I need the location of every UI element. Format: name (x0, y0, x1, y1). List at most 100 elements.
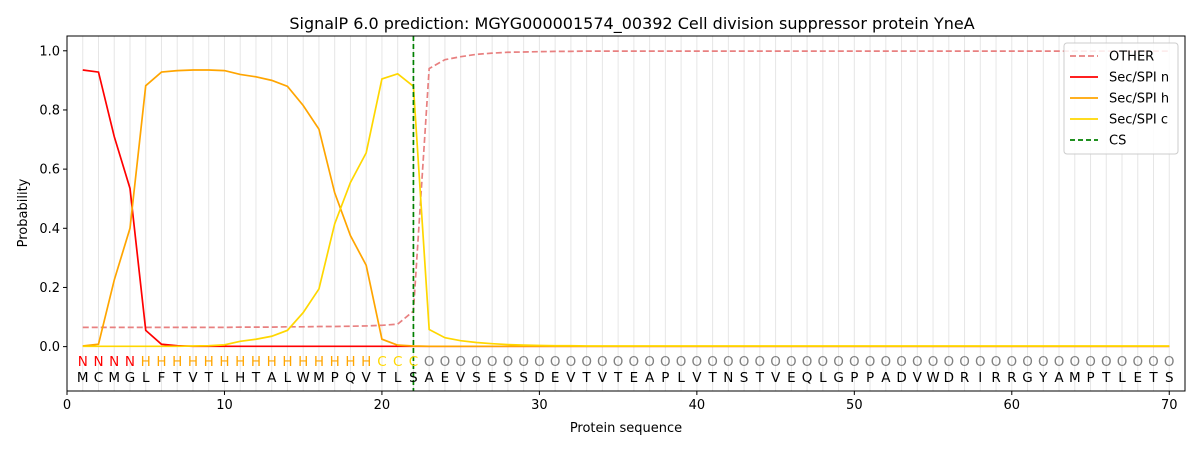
residue-label: A (267, 370, 277, 386)
residue-label: R (960, 370, 969, 386)
region-label: H (345, 354, 355, 370)
residue-label: G (1022, 370, 1032, 386)
region-label: H (314, 354, 324, 370)
region-label: O (644, 354, 655, 370)
region-label: O (550, 354, 561, 370)
region-label: O (455, 354, 466, 370)
residue-label: E (488, 370, 497, 386)
residue-label: V (456, 370, 466, 386)
x-tick-label: 0 (63, 398, 71, 413)
y-axis-label: Probability (16, 178, 31, 247)
residue-label: A (425, 370, 435, 386)
region-label: O (786, 354, 797, 370)
y-axis-ticks: 0.0 0.2 0.4 0.6 0.8 1.0 (39, 44, 67, 355)
residue-label: P (1086, 370, 1094, 386)
region-label: O (1164, 354, 1175, 370)
legend-label: Sec/SPI c (1109, 113, 1168, 128)
region-label: O (692, 354, 703, 370)
region-label: H (172, 354, 182, 370)
region-label: N (109, 354, 119, 370)
residue-label: S (1165, 370, 1174, 386)
residue-label: V (188, 370, 198, 386)
residue-label: V (913, 370, 923, 386)
region-label: O (424, 354, 435, 370)
region-label: O (503, 354, 514, 370)
x-tick-label: 50 (846, 398, 863, 413)
legend-label: Sec/SPI h (1109, 92, 1169, 107)
residue-label: S (472, 370, 481, 386)
residue-label: R (1007, 370, 1016, 386)
grid (82, 36, 1170, 391)
region-label: H (282, 354, 292, 370)
residue-label: H (235, 370, 245, 386)
residue-label: P (850, 370, 858, 386)
residue-label: T (613, 370, 623, 386)
residue-label: G (833, 370, 843, 386)
region-label: O (755, 354, 766, 370)
region-label: O (597, 354, 608, 370)
region-label: H (251, 354, 261, 370)
legend-label: CS (1109, 134, 1126, 149)
y-tick-label: 0.0 (39, 340, 60, 355)
region-label: H (235, 354, 245, 370)
residue-label: V (598, 370, 608, 386)
region-label: H (156, 354, 166, 370)
x-tick-label: 60 (1004, 398, 1021, 413)
region-label: O (534, 354, 545, 370)
region-label: C (377, 354, 386, 370)
region-label: O (1085, 354, 1096, 370)
region-label: O (518, 354, 529, 370)
residue-label: A (645, 370, 655, 386)
region-label: O (896, 354, 907, 370)
residue-label: Y (1038, 370, 1048, 386)
series-layer (82, 36, 1170, 391)
region-label: O (865, 354, 876, 370)
residue-label: M (1069, 370, 1081, 386)
residue-label: P (866, 370, 874, 386)
region-label: C (393, 354, 402, 370)
residue-label: S (409, 370, 418, 386)
region-label: O (1117, 354, 1128, 370)
region-label: H (361, 354, 371, 370)
legend: OTHER Sec/SPI n Sec/SPI h Sec/SPI c CS (1063, 42, 1179, 155)
region-label: O (1101, 354, 1112, 370)
legend-label: Sec/SPI n (1109, 71, 1169, 86)
residue-label: E (630, 370, 639, 386)
region-label: O (581, 354, 592, 370)
residue-label: E (441, 370, 450, 386)
chart-title: SignalP 6.0 prediction: MGYG000001574_00… (289, 14, 974, 34)
region-label: O (975, 354, 986, 370)
region-label: O (880, 354, 891, 370)
region-label: O (833, 354, 844, 370)
y-tick-label: 0.6 (39, 163, 60, 178)
region-label: O (1054, 354, 1065, 370)
residue-label: E (1133, 370, 1142, 386)
residue-label: A (1054, 370, 1064, 386)
residue-label: D (534, 370, 544, 386)
residue-label: T (251, 370, 261, 386)
region-label: O (802, 354, 813, 370)
residue-label: Q (345, 370, 356, 386)
region-label: O (943, 354, 954, 370)
region-label: H (204, 354, 214, 370)
region-label: O (818, 354, 829, 370)
x-tick-label: 70 (1161, 398, 1178, 413)
region-label: O (928, 354, 939, 370)
residue-label: T (377, 370, 387, 386)
residue-label: S (740, 370, 749, 386)
x-axis-ticks: 0 10 20 30 40 50 60 70 (63, 391, 1178, 413)
residue-label: L (677, 370, 685, 386)
region-label: O (1038, 354, 1049, 370)
region-label: O (629, 354, 640, 370)
x-tick-label: 40 (689, 398, 706, 413)
region-label: O (707, 354, 718, 370)
residue-label: M (313, 370, 325, 386)
residue-label: T (1101, 370, 1111, 386)
region-label: O (723, 354, 734, 370)
residue-label: E (787, 370, 796, 386)
region-label: O (1148, 354, 1159, 370)
y-tick-label: 0.2 (39, 281, 60, 296)
residue-label: V (692, 370, 702, 386)
x-axis-label: Protein sequence (570, 421, 682, 436)
